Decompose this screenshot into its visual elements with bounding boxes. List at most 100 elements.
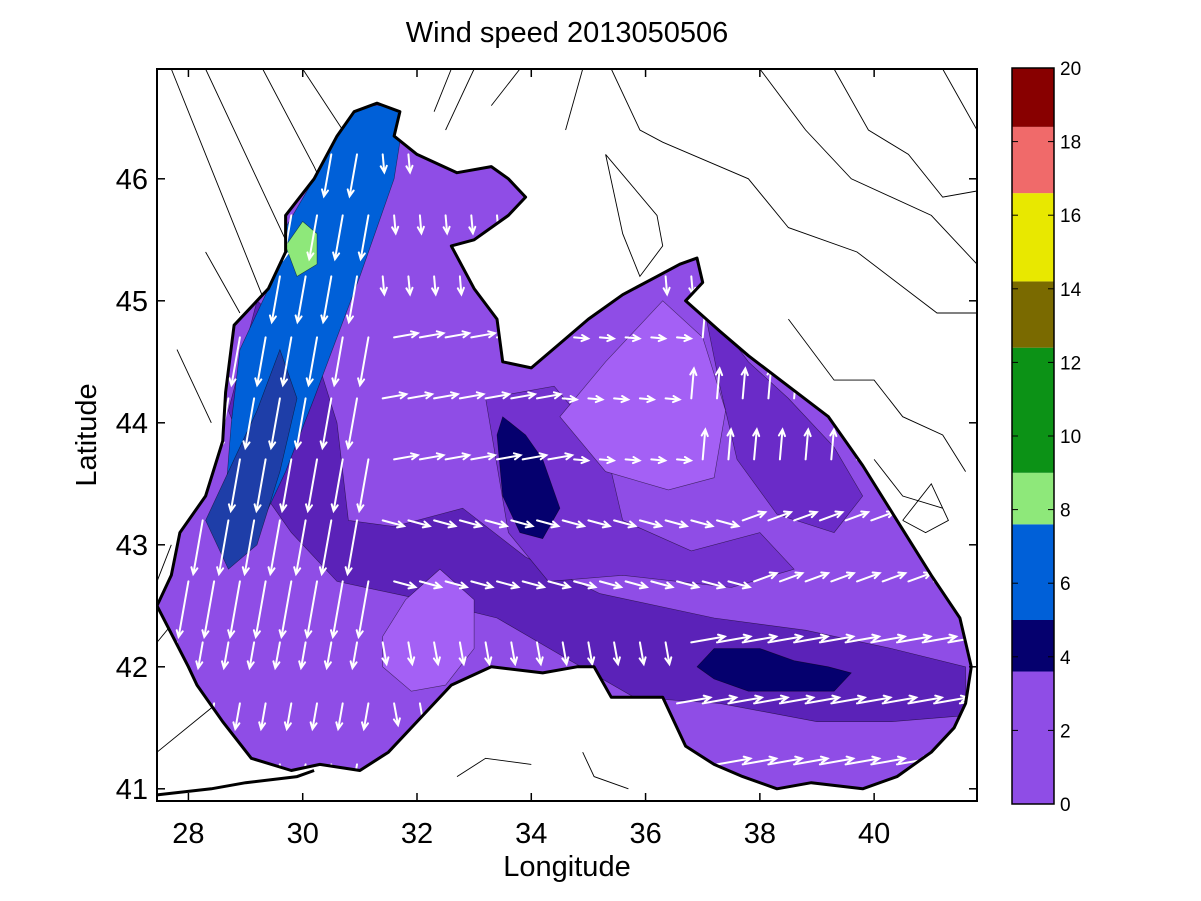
x-tick-label: 30	[287, 818, 319, 850]
wind-arrow	[689, 366, 698, 400]
plot-area	[157, 69, 977, 801]
wind-arrow	[418, 330, 446, 339]
wind-arrow	[716, 755, 753, 766]
wind-arrow	[804, 571, 831, 583]
wind-arrow	[346, 275, 358, 325]
wind-arrow	[246, 641, 256, 671]
wind-arrow	[933, 571, 959, 583]
wind-arrow	[521, 580, 547, 590]
wind-arrow	[361, 702, 370, 732]
wind-arrow	[701, 694, 739, 705]
land-contour-line	[565, 69, 584, 131]
x-tick-label: 40	[858, 818, 890, 850]
wind-arrow	[881, 694, 919, 705]
wind-arrow	[741, 633, 779, 644]
wind-arrow	[844, 510, 871, 522]
wind-arrow	[803, 427, 812, 461]
wind-arrow	[330, 458, 344, 514]
wind-arrow	[232, 702, 241, 732]
wind-arrow	[381, 519, 407, 529]
wind-arrow	[624, 334, 642, 343]
wind-arrow	[690, 519, 715, 529]
wind-arrow	[253, 458, 267, 514]
land-contour-line	[302, 69, 344, 131]
wind-arrow	[726, 427, 735, 461]
land-contour-line	[157, 703, 218, 753]
colorbar-band	[1012, 524, 1054, 620]
wind-arrow	[432, 641, 441, 667]
colorbar-band	[1012, 68, 1054, 127]
wind-arrow	[444, 452, 472, 461]
wind-arrow	[716, 519, 741, 529]
colorbar-band	[1012, 347, 1054, 473]
land-contour-line	[456, 757, 532, 777]
wind-arrow	[169, 641, 178, 671]
wind-arrow	[638, 641, 647, 667]
wind-arrow	[242, 397, 256, 451]
wind-arrow	[458, 641, 467, 667]
land-contour-line	[433, 69, 452, 112]
wind-arrow	[664, 641, 673, 667]
wind-arrow	[793, 755, 830, 766]
wind-arrow	[510, 519, 535, 529]
wind-arrow	[598, 456, 617, 465]
wind-arrow	[407, 519, 432, 529]
wind-arrow	[418, 452, 446, 461]
plot-frame	[156, 68, 978, 802]
y-tick-label: 42	[116, 652, 148, 684]
wind-arrow	[279, 458, 293, 514]
wind-arrow	[818, 510, 845, 522]
colorbar-band	[1012, 281, 1054, 348]
colorbar-band	[1012, 472, 1054, 525]
wind-arrow	[298, 641, 307, 671]
wind-arrow	[650, 456, 668, 465]
wind-arrow	[418, 580, 444, 590]
wind-arrow	[676, 694, 713, 705]
wind-arrow	[715, 366, 724, 400]
wind-arrow	[431, 275, 440, 297]
wind-arrow	[650, 334, 668, 343]
land-contour-lines	[157, 69, 977, 790]
wind-arrow	[638, 395, 657, 404]
wind-arrow	[561, 641, 570, 667]
wind-arrow	[407, 641, 416, 667]
wind-arrow	[510, 391, 538, 400]
wind-arrow	[870, 633, 908, 644]
wind-arrow	[357, 214, 370, 262]
colorbar-tick-label: 14	[1060, 280, 1082, 301]
wind-arrow	[305, 458, 318, 514]
wind-arrow	[309, 702, 318, 732]
contour-region-navy-center	[496, 416, 561, 540]
wind-arrow	[573, 456, 591, 465]
wind-arrow	[896, 633, 933, 644]
y-tick-label: 45	[116, 286, 148, 318]
wind-arrow	[241, 519, 256, 577]
land-contour-line	[873, 459, 943, 509]
wind-arrow	[753, 694, 790, 705]
wind-arrow	[700, 427, 709, 461]
wind-arrow	[613, 519, 638, 529]
wind-arrow	[662, 275, 671, 297]
wind-arrow	[792, 366, 801, 400]
wind-arrow	[870, 755, 908, 766]
contour-region-navy-east	[696, 648, 852, 692]
wind-arrow	[456, 275, 465, 297]
wind-arrow	[740, 366, 749, 400]
wind-arrow	[323, 763, 333, 793]
land-contour-line	[582, 752, 629, 790]
wind-arrow	[856, 694, 893, 705]
wind-arrow	[258, 702, 267, 732]
colorbar: 0 2 4 6 8 10 12 14 16 18 20	[1011, 59, 1082, 816]
wind-arrow	[484, 519, 510, 529]
wind-arrow	[870, 510, 896, 522]
wind-arrow	[676, 580, 701, 590]
wind-arrow	[767, 633, 805, 644]
colorbar-tick-label: 18	[1060, 133, 1081, 154]
wind-arrow	[650, 580, 675, 590]
wind-arrow	[393, 330, 421, 339]
colorbar-tick-label: 2	[1060, 721, 1071, 742]
wind-arrow	[536, 519, 561, 529]
y-tick-label: 41	[116, 774, 148, 806]
wind-arrow	[793, 510, 819, 522]
